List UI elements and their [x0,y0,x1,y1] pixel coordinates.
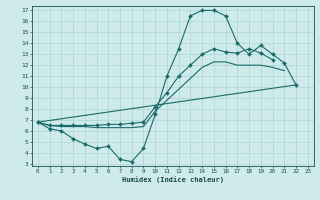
X-axis label: Humidex (Indice chaleur): Humidex (Indice chaleur) [122,176,224,183]
